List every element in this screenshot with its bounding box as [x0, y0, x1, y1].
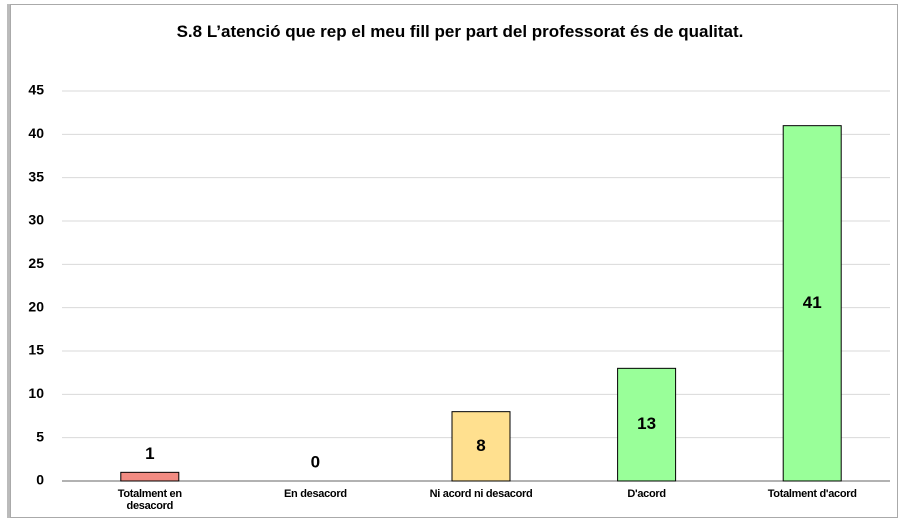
- y-tick-label: 35: [28, 168, 44, 184]
- y-tick-label: 40: [28, 125, 44, 141]
- x-tick-label: D'acord: [627, 488, 666, 500]
- bar: [782, 125, 842, 482]
- bar: [617, 367, 677, 482]
- y-tick-label: 5: [36, 428, 44, 444]
- value-label: 8: [476, 436, 485, 455]
- y-tick-label: 20: [28, 298, 44, 314]
- y-tick-label: 15: [28, 342, 44, 358]
- y-tick-label: 10: [28, 385, 44, 401]
- x-tick-label: En desacord: [284, 488, 347, 500]
- x-tick-label: Ni acord ni desacord: [429, 488, 533, 500]
- y-tick-label: 0: [36, 472, 44, 488]
- bar: [120, 471, 180, 482]
- value-label: 0: [311, 452, 320, 471]
- bar: [451, 411, 511, 482]
- value-label: 1: [145, 444, 154, 463]
- y-tick-label: 25: [28, 255, 44, 271]
- y-tick-label: 45: [28, 82, 44, 98]
- y-tick-label: 30: [28, 212, 44, 228]
- chart-title: S.8 L’atenció que rep el meu fill per pa…: [176, 22, 744, 41]
- x-tick-label: Totalment d'acord: [767, 488, 857, 500]
- value-label: 41: [803, 293, 822, 312]
- x-tick-label: Totalment en desacord: [117, 488, 182, 512]
- value-label: 13: [637, 414, 656, 433]
